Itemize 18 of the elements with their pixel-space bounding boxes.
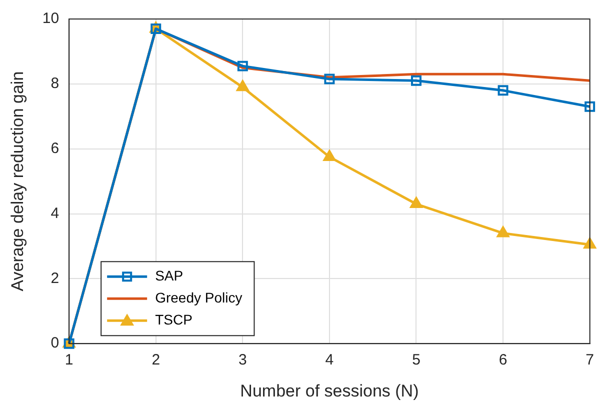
legend-label: Greedy Policy [155,289,242,306]
y-tick-label: 4 [50,204,60,222]
x-tick-label: 1 [64,352,74,369]
x-tick-label: 3 [238,352,247,369]
x-axis-title: Number of sessions (N) [240,381,419,400]
x-tick-label: 2 [152,352,160,369]
y-tick-label: 2 [50,270,60,287]
x-tick-label: 7 [586,352,594,369]
y-tick-label: 0 [50,334,60,352]
legend-label: SAP [155,267,184,284]
y-tick-label: 6 [50,140,60,157]
y-tick-label: 10 [42,10,60,28]
y-tick-label: 8 [50,75,60,92]
x-tick-label: 4 [325,352,334,369]
legend-label: TSCP [155,311,192,328]
x-tick-label: 5 [412,352,420,369]
y-axis-title: Average delay reduction gain [8,71,27,292]
x-tick-label: 6 [498,352,508,369]
